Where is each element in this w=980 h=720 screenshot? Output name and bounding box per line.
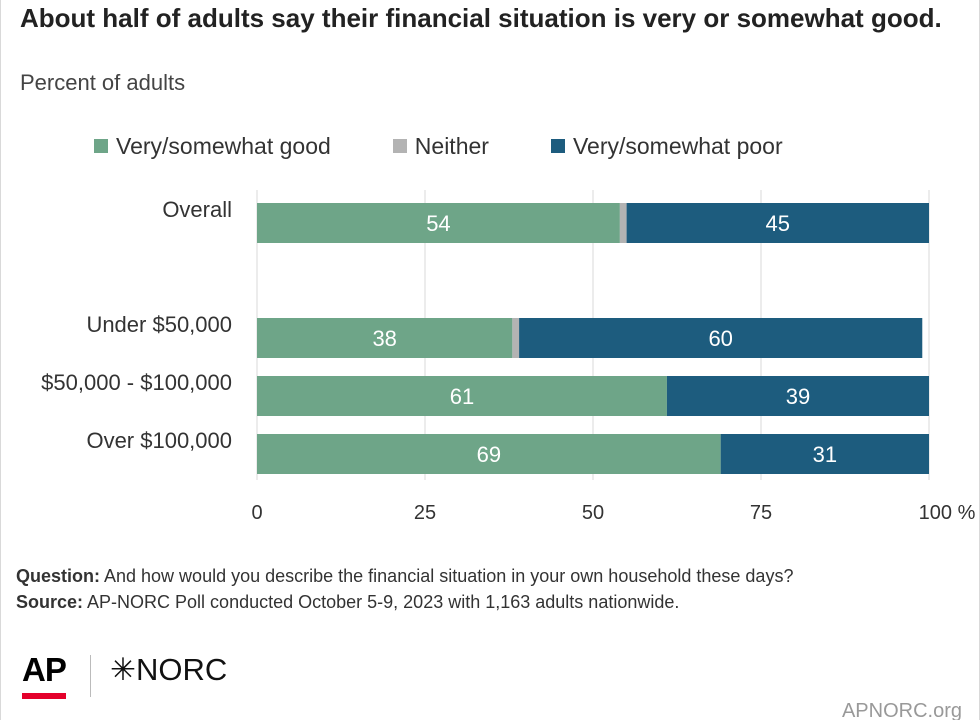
bar-good-2 [257,376,667,416]
bar-poor-2 [666,376,929,416]
ap-logo-bar [22,693,66,699]
x-tick-label-0: 0 [251,502,262,524]
bar-good-0 [257,203,620,243]
data-label-poor-1: 60 [708,326,732,351]
bar-neither-1 [512,318,520,358]
legend-item-neither: Neither [392,132,489,160]
data-label-good-3: 69 [477,442,501,467]
legend-label-good: Very/somewhat good [116,132,331,159]
data-label-good-1: 38 [372,326,396,351]
source-text: AP-NORC Poll conducted October 5-9, 2023… [83,592,680,612]
bar-poor-1 [519,318,923,358]
legend-swatch-neither [392,139,407,153]
bar-poor-0 [626,203,929,243]
chart-legend: Very/somewhat good Neither Very/somewhat… [94,131,783,161]
question-text: And how would you describe the financial… [100,566,794,586]
norc-logo: ✳NORC [110,652,228,687]
x-tick-label-25: 25 [414,502,436,524]
legend-label-poor: Very/somewhat poor [572,132,783,159]
source-line: Source: AP-NORC Poll conducted October 5… [16,589,793,615]
legend-swatch-good [94,139,108,153]
bar-good-3 [257,434,721,474]
chart-subtitle: Percent of adults [20,70,186,95]
bar-chart: 54 45 Overall 38 60 Under $50,000 61 39 $50,000 … [41,190,976,524]
source-label: Source: [16,592,84,612]
apnorc-url[interactable]: APNORC.org [841,700,962,720]
legend-item-poor: Very/somewhat poor [550,132,783,160]
legend-label-neither: Neither [414,132,489,159]
bar-poor-3 [720,434,929,474]
chart-title: About half of adults say their financial… [20,3,942,33]
logo-divider [90,655,91,697]
data-label-good-2: 61 [450,384,474,409]
category-label-0: Overall [162,197,232,222]
bar-neither-0 [619,203,627,243]
question-label: Question: [16,566,100,586]
x-tick-label-100: 100 % [919,502,976,524]
x-tick-label-50: 50 [582,502,604,524]
data-label-poor-3: 31 [813,442,837,467]
category-label-3: Over $100,000 [86,428,232,453]
data-label-good-0: 54 [426,211,450,236]
data-label-poor-2: 39 [786,384,810,409]
x-tick-label-75: 75 [750,502,772,524]
footnote: Question: And how would you describe the… [16,563,793,615]
legend-swatch-poor [550,139,565,153]
question-line: Question: And how would you describe the… [16,563,793,589]
ap-logo: AP [22,651,67,688]
legend-item-good: Very/somewhat good [94,133,331,160]
category-label-2: $50,000 - $100,000 [41,370,232,395]
bar-good-1 [257,318,513,358]
category-label-1: Under $50,000 [86,312,232,337]
data-label-poor-0: 45 [766,211,790,236]
